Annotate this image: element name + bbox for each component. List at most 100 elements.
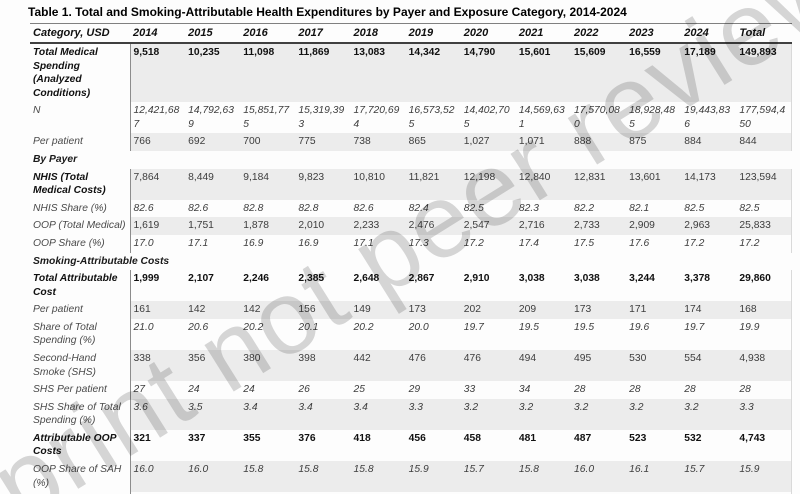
cell: 875 (626, 133, 682, 152)
cell: 161 (129, 301, 186, 319)
cell: 10,810 (350, 168, 406, 200)
cell: 3,378 (684, 273, 711, 285)
cell: 15.9 (405, 461, 461, 493)
cell: 494 (515, 349, 571, 382)
column-header-2019: 2019 (405, 23, 461, 44)
table-row: OOP Share (%) 17.0 17.1 16.9 16.9 17.1 17.3 17.… (30, 234, 793, 253)
cell: 12,840 (515, 168, 571, 200)
cell: 82.5 (736, 199, 793, 218)
cell: 4,938 (736, 349, 793, 382)
cell: 142 (240, 301, 296, 319)
cell: 171 (626, 301, 682, 319)
table-row: NHIS Share (%) 82.6 82.6 82.8 82.8 82.6 82.4 82… (30, 199, 793, 218)
cell: 19,443,836 (684, 105, 731, 130)
cell: 3,038 (574, 273, 600, 285)
cell: 2,010 (295, 217, 351, 235)
cell: 487 (574, 432, 592, 444)
cell: 14,792,639 (188, 105, 234, 130)
cell: 28 (574, 384, 586, 396)
cell: 18,928,485 (629, 105, 675, 130)
cell: 3.2 (460, 398, 516, 430)
cell: 2,107 (188, 273, 214, 285)
cell: 2,547 (460, 217, 516, 235)
cell: 321 (129, 429, 186, 462)
expenditure-table: Category, USD 2014 2015 2016 2017 2018 2019 202… (30, 23, 793, 494)
cell: 34 (518, 384, 531, 396)
cell: 14,402,705 (463, 105, 510, 130)
cell: 25,833 (736, 217, 793, 235)
cell: 15,851,775 (243, 105, 290, 130)
cell: 173 (571, 301, 627, 319)
cell: 12,421,687 (129, 102, 186, 134)
column-header-2024: 2024 (681, 23, 737, 44)
cell: 2.7 (736, 492, 793, 494)
cell: 884 (681, 133, 737, 152)
cell: 19.5 (518, 321, 539, 333)
table-row: Share of Total Spending (%) 21.0 20.6 20.2 2… (30, 318, 793, 350)
cell: 532 (684, 432, 702, 444)
cell: 177,594,450 (736, 102, 793, 134)
column-header-total: Total (736, 23, 792, 44)
cell: 17.6 (629, 237, 650, 249)
cell: 13,601 (626, 168, 682, 200)
cell: 481 (518, 432, 537, 444)
cell: 865 (405, 133, 461, 152)
row-label: NHIS (Total Medical Costs) (33, 171, 106, 197)
cell: 21.0 (129, 318, 186, 350)
table-row: Attributable OOP Costs 321 337 355 376 418 456… (30, 429, 793, 462)
cell: 15.8 (295, 461, 351, 493)
column-header-category: Category, USD (30, 23, 130, 44)
cell: 14,790 (460, 43, 516, 103)
cell: 355 (243, 432, 261, 444)
cell: 523 (629, 432, 647, 444)
cell: 13,083 (350, 43, 406, 103)
cell: 20.0 (408, 321, 429, 333)
cell: 15,319,393 (298, 105, 345, 130)
cell: 19.5 (574, 321, 595, 333)
cell: 4,743 (736, 429, 793, 462)
column-header-2014: 2014 (130, 23, 186, 44)
cell: 25 (353, 384, 365, 396)
cell: 82.5 (463, 202, 484, 214)
table-row: OOP Per patient2.62.32.22.52.42.83.23.32… (30, 492, 793, 494)
cell: 1,071 (515, 133, 571, 152)
cell: 1,751 (185, 217, 241, 235)
cell: 3.2 (515, 398, 571, 430)
cell: 17.5 (574, 237, 595, 249)
cell: 17.2 (736, 234, 793, 253)
cell: 338 (129, 349, 186, 382)
cell: 16,573,525 (408, 105, 455, 130)
cell: 20.1 (298, 321, 319, 333)
cell: 16.1 (626, 461, 682, 493)
cell: 3.6 (129, 398, 186, 430)
cell: 2,476 (405, 217, 461, 235)
cell: 14,569,631 (518, 105, 565, 130)
cell: 380 (240, 349, 296, 382)
cell: 11,869 (295, 43, 351, 103)
cell: 456 (408, 432, 426, 444)
cell: 19.7 (684, 321, 705, 333)
cell: 1,027 (460, 133, 516, 152)
cell: 3.4 (350, 398, 406, 430)
cell: 3.2 (626, 398, 682, 430)
cell: 495 (571, 349, 627, 382)
cell: 17.0 (129, 234, 186, 253)
cell: 174 (681, 301, 737, 319)
cell: 418 (353, 432, 371, 444)
cell: 398 (295, 349, 351, 382)
cell: 530 (626, 349, 682, 382)
cell: 24 (188, 384, 200, 396)
cell: 9,184 (240, 168, 296, 200)
cell: 168 (736, 301, 793, 319)
cell: 123,594 (736, 168, 793, 200)
section-row: Smoking-Attributable Costs (30, 253, 792, 271)
row-label: OOP Share of SAH (%) (33, 464, 122, 489)
cell: 17.2 (463, 237, 484, 249)
cell: 27 (129, 381, 186, 399)
cell: 2,733 (571, 217, 627, 235)
header-row: Category, USD 2014 2015 2016 2017 2018 2019 202… (30, 23, 792, 44)
cell: 2,246 (243, 273, 270, 285)
row-label: Share of Total Spending (%) (33, 321, 97, 347)
cell: 442 (350, 349, 406, 382)
cell: 16,559 (626, 43, 682, 103)
